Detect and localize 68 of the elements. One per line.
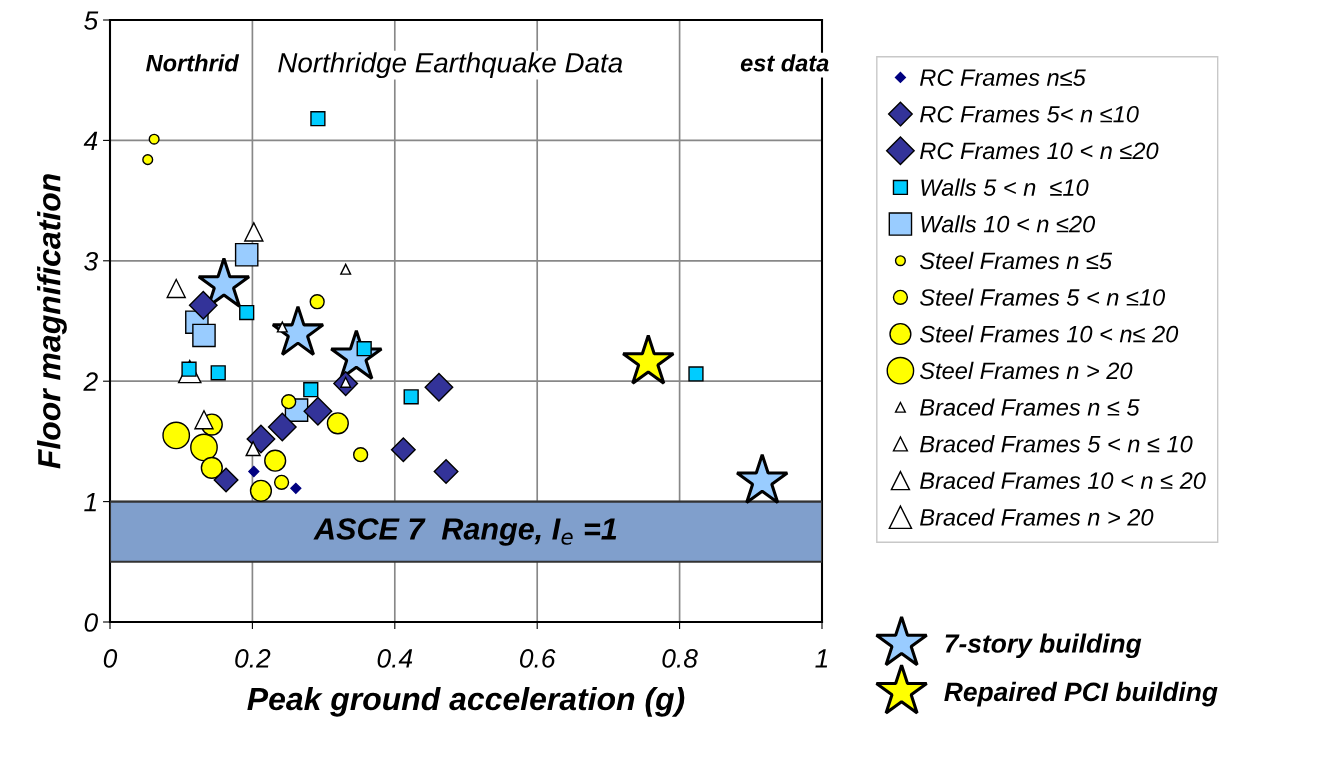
- point: [234, 242, 259, 267]
- point: [200, 456, 223, 479]
- point: [433, 459, 459, 484]
- x-tick-label: 0.2: [235, 649, 271, 668]
- y-tick-label: 4: [83, 131, 98, 150]
- point: [303, 396, 333, 426]
- legend-label: Steel Frames n ≤5: [919, 251, 1113, 270]
- x-tick-label: 1: [815, 649, 828, 668]
- point: [273, 474, 290, 490]
- point: [326, 412, 349, 435]
- legend-label: Repaired PCI building: [944, 681, 1218, 707]
- x-tick-label: 0.6: [520, 649, 556, 668]
- point: [210, 365, 226, 381]
- legend-label: Braced Frames 10 < n ≤ 20: [920, 471, 1206, 490]
- point: [403, 389, 419, 405]
- point: [290, 482, 302, 494]
- point: [249, 479, 273, 502]
- annotation: est data: [740, 54, 829, 72]
- point: [166, 278, 186, 299]
- legend-label: Walls 5 < n ≤10: [921, 178, 1089, 196]
- point: [142, 154, 154, 166]
- x-tick-label: 0.8: [662, 649, 698, 668]
- point: [390, 437, 416, 463]
- point: [248, 465, 260, 478]
- point: [264, 449, 287, 472]
- legend-label: Braced Frames n ≤ 5: [920, 398, 1140, 416]
- point: [213, 467, 239, 493]
- annotation: Northridge Earthquake Data: [278, 52, 623, 79]
- point: [190, 433, 218, 462]
- legend-label: Braced Frames 5 < n ≤ 10: [920, 435, 1193, 453]
- y-axis-title: Floor magnification: [37, 174, 67, 469]
- x-tick-label: 0: [103, 649, 118, 668]
- x-tick-label: 0.4: [377, 649, 413, 668]
- legend-label: Steel Frames n > 20: [919, 361, 1133, 380]
- point: [303, 381, 319, 398]
- point: [245, 440, 261, 457]
- legend-label: Steel Frames 10 < n≤ 20: [919, 325, 1179, 343]
- legend-label: RC Frames n≤5: [920, 69, 1086, 86]
- point: [276, 321, 288, 333]
- annotation: Northrid: [146, 54, 240, 72]
- legend-label: Steel Frames 5 < n ≤10: [919, 288, 1166, 306]
- y-tick-label: 0: [84, 613, 98, 632]
- band-label: ASCE 7 Range, I$_{e}$ =1: [313, 518, 617, 546]
- point: [239, 304, 255, 321]
- y-tick-label: 1: [84, 493, 96, 512]
- point: [244, 222, 264, 242]
- legend-label: Walls 10 < n ≤20: [921, 215, 1096, 233]
- point: [246, 424, 276, 454]
- point: [424, 372, 454, 402]
- point: [148, 133, 160, 145]
- legend-label: RC Frames 5< n ≤10: [920, 105, 1139, 123]
- x-axis-title: Peak ground acceleration (g): [247, 686, 685, 717]
- point: [340, 263, 352, 275]
- point: [352, 447, 369, 463]
- point: [192, 323, 216, 348]
- point: [309, 294, 325, 310]
- legend-label: 7-story building: [945, 633, 1142, 659]
- point: [310, 111, 326, 127]
- point: [188, 290, 218, 320]
- point: [267, 412, 297, 442]
- legend-label: Braced Frames n > 20: [920, 508, 1154, 526]
- point: [688, 366, 704, 382]
- y-tick-label: 3: [84, 251, 98, 271]
- point: [162, 421, 191, 450]
- legend-label: RC Frames 10 < n ≤20: [920, 142, 1159, 160]
- point: [194, 410, 214, 430]
- y-tick-label: 2: [83, 372, 98, 391]
- y-tick-label: 5: [84, 11, 99, 30]
